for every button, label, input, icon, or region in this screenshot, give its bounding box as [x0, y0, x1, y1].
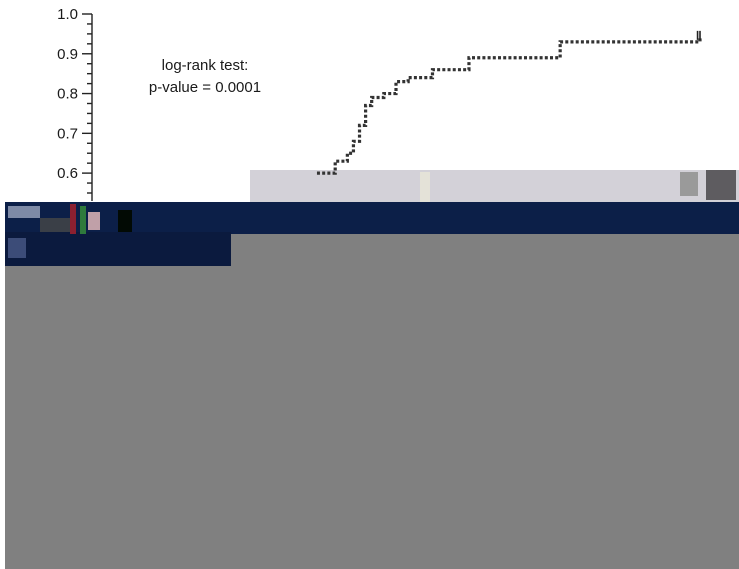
noise-fragment	[88, 212, 100, 230]
noise-fragment	[420, 172, 430, 202]
noise-fragment	[80, 206, 86, 234]
noise-fragment	[680, 172, 698, 196]
km-step-line	[316, 37, 702, 175]
y-tick-label: 0.7	[57, 125, 78, 142]
corrupted-light-band	[250, 170, 739, 203]
noise-fragment	[70, 204, 76, 234]
y-axis: 1.0 0.9 0.8 0.7 0.6	[57, 6, 93, 201]
noise-fragment	[706, 170, 736, 200]
km-series	[316, 30, 702, 175]
annotation-line-1: log-rank test:	[162, 57, 249, 74]
noise-fragment	[118, 210, 132, 232]
annotation: log-rank test: p-value = 0.0001	[149, 57, 261, 96]
noise-fragment	[8, 238, 26, 258]
y-tick-label: 0.6	[57, 165, 78, 182]
noise-fragment	[40, 218, 70, 232]
annotation-line-2: p-value = 0.0001	[149, 79, 261, 96]
corrupted-navy-block	[5, 232, 231, 266]
y-tick-label: 0.9	[57, 46, 78, 63]
noise-fragment	[8, 206, 40, 218]
y-tick-label: 1.0	[57, 6, 78, 23]
y-tick-label: 0.8	[57, 86, 78, 103]
corrupted-grey-area	[5, 234, 739, 569]
